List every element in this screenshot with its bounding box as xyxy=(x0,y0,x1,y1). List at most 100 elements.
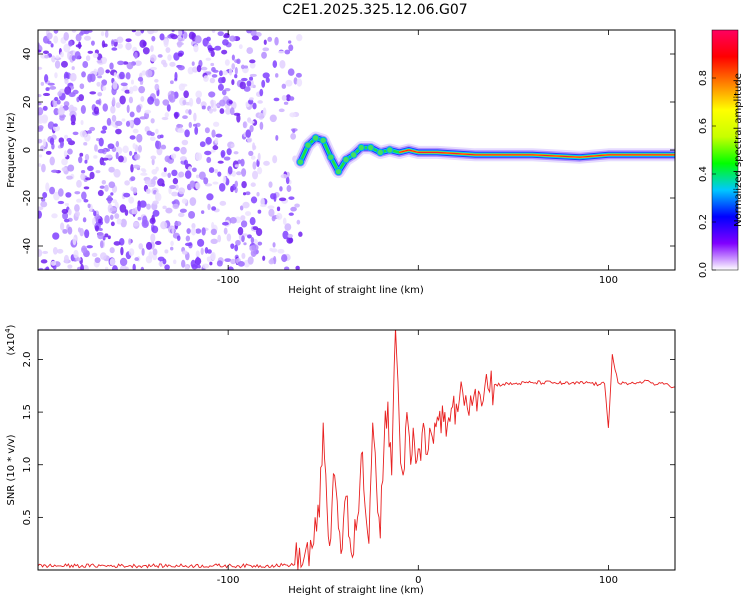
noise-speckle xyxy=(199,141,206,148)
noise-speckle xyxy=(169,61,176,67)
noise-speckle xyxy=(94,225,100,232)
noise-speckle xyxy=(171,226,175,234)
noise-speckle xyxy=(80,120,84,126)
noise-speckle xyxy=(183,90,189,99)
noise-speckle xyxy=(268,259,275,265)
noise-speckle xyxy=(70,114,76,124)
noise-speckle xyxy=(231,54,235,61)
noise-speckle xyxy=(261,79,266,88)
noise-speckle xyxy=(286,185,292,193)
noise-speckle xyxy=(210,228,218,236)
noise-speckle xyxy=(150,118,155,124)
noise-speckle xyxy=(236,58,241,65)
noise-speckle xyxy=(211,206,217,211)
noise-speckle xyxy=(278,108,285,113)
noise-speckle xyxy=(125,266,129,270)
noise-speckle xyxy=(72,131,79,136)
noise-speckle xyxy=(117,43,123,49)
noise-speckle xyxy=(132,187,138,194)
noise-speckle xyxy=(230,143,235,148)
noise-speckle xyxy=(208,108,214,114)
noise-speckle xyxy=(221,49,228,55)
noise-speckle xyxy=(184,129,190,138)
noise-speckle xyxy=(240,64,245,70)
noise-speckle xyxy=(210,251,216,261)
noise-speckle xyxy=(140,30,145,34)
noise-speckle xyxy=(53,108,60,116)
noise-speckle xyxy=(140,266,145,270)
noise-speckle xyxy=(44,54,49,59)
noise-speckle xyxy=(222,70,228,76)
noise-speckle xyxy=(234,67,238,75)
noise-speckle xyxy=(57,91,62,97)
noise-speckle xyxy=(222,221,229,226)
noise-speckle xyxy=(135,31,142,37)
noise-speckle xyxy=(129,135,136,140)
noise-speckle xyxy=(63,31,69,41)
noise-speckle xyxy=(64,86,72,95)
noise-speckle xyxy=(240,158,245,167)
noise-speckle xyxy=(252,161,257,170)
noise-speckle xyxy=(83,142,88,146)
spectrogram-noise xyxy=(38,30,303,270)
noise-speckle xyxy=(183,31,188,40)
noise-speckle xyxy=(272,60,278,68)
noise-speckle xyxy=(145,69,153,78)
noise-speckle xyxy=(236,171,242,176)
noise-speckle xyxy=(210,99,214,108)
noise-speckle xyxy=(104,233,109,238)
snr-x-tick-label: -100 xyxy=(217,575,240,586)
noise-speckle xyxy=(281,83,287,89)
noise-speckle xyxy=(246,30,252,34)
noise-speckle xyxy=(250,155,256,160)
noise-speckle xyxy=(155,128,159,134)
snr-y-tick-label: 0.5 xyxy=(22,509,33,525)
signal-track-point xyxy=(357,143,365,152)
noise-speckle xyxy=(111,265,118,270)
noise-speckle xyxy=(256,191,260,197)
noise-speckle xyxy=(191,61,195,66)
noise-speckle xyxy=(162,62,168,68)
noise-speckle xyxy=(154,98,160,107)
noise-speckle xyxy=(84,159,88,164)
spectrogram-y-axis-label: Frequency (Hz) xyxy=(6,112,17,188)
colorbar-tick-label: 0.4 xyxy=(698,166,709,182)
noise-speckle xyxy=(202,37,209,47)
noise-speckle xyxy=(57,188,64,197)
noise-speckle xyxy=(189,180,196,188)
noise-speckle xyxy=(138,85,146,94)
noise-speckle xyxy=(38,210,42,219)
noise-speckle xyxy=(155,240,162,246)
noise-speckle xyxy=(154,78,159,83)
noise-speckle xyxy=(261,51,267,59)
noise-speckle xyxy=(204,183,213,187)
noise-speckle xyxy=(104,30,109,38)
noise-speckle xyxy=(38,93,42,98)
noise-speckle xyxy=(219,108,225,115)
signal-track-point xyxy=(376,148,384,157)
noise-speckle xyxy=(185,109,190,114)
noise-speckle xyxy=(159,134,164,139)
noise-speckle xyxy=(243,65,249,69)
noise-speckle xyxy=(51,169,59,173)
noise-speckle xyxy=(76,179,82,188)
noise-speckle xyxy=(98,228,103,232)
noise-speckle xyxy=(171,169,178,177)
noise-speckle xyxy=(181,259,186,268)
noise-speckle xyxy=(149,54,157,62)
noise-speckle xyxy=(171,30,175,33)
noise-speckle xyxy=(47,40,52,45)
noise-speckle xyxy=(176,123,181,128)
noise-speckle xyxy=(114,213,120,219)
noise-speckle xyxy=(242,192,247,196)
noise-speckle xyxy=(239,205,244,211)
noise-speckle xyxy=(38,107,44,116)
noise-speckle xyxy=(140,172,148,176)
snr-panel: -100 0 100 0.5 1.0 1.5 2.0 Height of straight… xyxy=(4,324,676,596)
noise-speckle xyxy=(45,266,50,270)
snr-y-tick-label: 1.0 xyxy=(22,457,33,473)
noise-speckle xyxy=(122,61,129,65)
noise-speckle xyxy=(130,79,134,85)
noise-speckle xyxy=(234,73,238,79)
noise-speckle xyxy=(74,211,80,217)
